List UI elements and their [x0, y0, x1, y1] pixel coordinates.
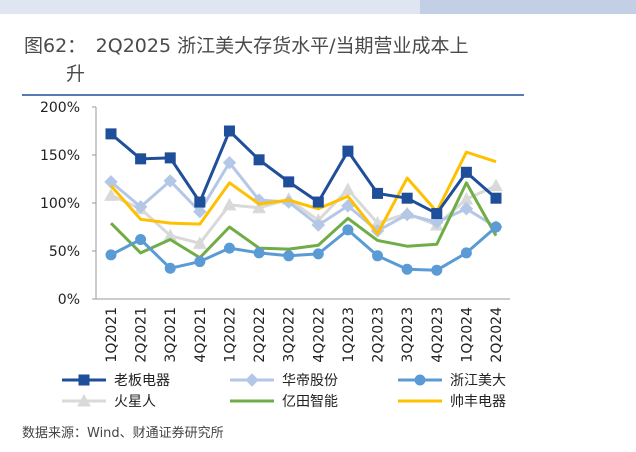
marker [223, 242, 235, 254]
legend-marker [245, 373, 259, 387]
marker [430, 215, 444, 229]
x-tick-label: 2Q2022 [252, 307, 268, 363]
x-tick-label: 3Q2023 [400, 307, 416, 363]
marker [283, 176, 295, 188]
marker [400, 207, 414, 222]
marker [194, 196, 206, 208]
legend-marker [77, 393, 91, 407]
marker [342, 145, 354, 157]
y-tick-label: 150% [40, 148, 80, 164]
marker [164, 152, 176, 164]
series-line [110, 129, 497, 216]
marker [222, 155, 237, 170]
y-tick-label: 0% [58, 292, 80, 308]
marker [133, 200, 148, 214]
series-line [109, 181, 498, 260]
marker [431, 264, 443, 276]
marker [312, 196, 324, 208]
marker [253, 247, 265, 259]
marker [194, 256, 206, 268]
x-tick-label: 1Q2022 [222, 307, 238, 363]
marker [253, 154, 265, 166]
marker [252, 200, 266, 214]
marker [341, 199, 355, 213]
marker [163, 174, 177, 188]
marker [460, 247, 472, 259]
x-tick-label: 1Q2021 [104, 307, 120, 363]
x-tick-label: 2Q2021 [134, 307, 150, 363]
top-banner-accent [420, 0, 636, 14]
marker [283, 250, 295, 262]
marker [105, 249, 117, 261]
x-tick-label: 1Q2024 [459, 307, 475, 363]
legend-label: 浙江美大 [450, 373, 506, 389]
series-line [109, 150, 497, 236]
x-tick-label: 3Q2021 [163, 307, 179, 363]
x-tick-label: 4Q2021 [193, 307, 209, 363]
marker [401, 192, 413, 204]
marker [105, 128, 117, 140]
marker [401, 263, 413, 275]
x-tick-label: 3Q2022 [282, 307, 298, 363]
marker [222, 197, 237, 211]
marker [164, 262, 176, 274]
source: 数据来源：Wind、财通证券研究所 [22, 425, 224, 441]
marker [193, 204, 207, 219]
marker [135, 153, 147, 165]
x-tick-label: 4Q2022 [311, 307, 327, 363]
legend-marker [78, 374, 90, 386]
marker [490, 192, 502, 204]
marker [312, 248, 324, 260]
legend-label: 华帝股份 [282, 373, 338, 389]
marker [223, 125, 235, 137]
marker [342, 224, 354, 236]
marker [431, 208, 443, 220]
chart-title: 图62： 2Q2025 浙江美大存货水平/当期营业成本上升 [24, 35, 469, 85]
marker [135, 233, 147, 245]
y-tick-label: 50% [49, 244, 80, 260]
marker [372, 187, 384, 199]
marker [459, 202, 474, 216]
marker [489, 178, 503, 192]
legend-label: 帅丰电器 [450, 394, 506, 410]
x-tick-label: 2Q2023 [371, 307, 387, 363]
marker [460, 166, 472, 178]
marker [341, 182, 355, 196]
legend-label: 火星人 [114, 394, 156, 410]
y-tick-label: 200% [40, 100, 80, 116]
marker [372, 250, 384, 262]
x-tick-label: 4Q2023 [430, 307, 446, 363]
legend-label: 老板电器 [114, 373, 170, 389]
marker [311, 218, 326, 232]
marker [193, 236, 207, 249]
legend-marker [414, 374, 426, 386]
marker [104, 188, 118, 201]
legend-label: 亿田智能 [282, 394, 338, 410]
marker [490, 221, 502, 233]
y-tick-label: 100% [40, 196, 80, 212]
x-tick-label: 1Q2023 [341, 307, 357, 363]
x-tick-label: 2Q2024 [489, 307, 505, 363]
